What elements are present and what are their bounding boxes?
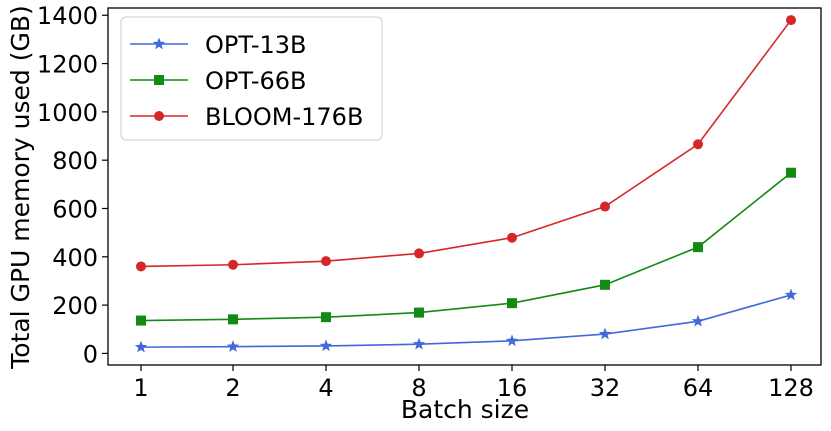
series-line-opt-13b <box>140 294 792 348</box>
plot-marks <box>134 15 798 353</box>
legend-marker-opt-13b <box>152 37 166 50</box>
x-tick-label: 32 <box>590 374 621 402</box>
data-point-opt-13b <box>784 288 798 301</box>
x-tick-label: 128 <box>768 374 814 402</box>
data-point-opt-66b <box>693 242 703 253</box>
legend-label-opt-13b: OPT-13B <box>205 31 306 59</box>
data-point-opt-13b <box>319 339 333 352</box>
y-tick-label: 600 <box>52 195 98 223</box>
data-point-bloom-176b <box>507 232 517 243</box>
series-line-bloom-176b <box>140 19 792 268</box>
series-bloom-176b <box>136 15 796 272</box>
data-point-opt-66b <box>136 315 146 326</box>
data-point-opt-13b <box>412 337 426 350</box>
data-point-opt-66b <box>786 167 796 178</box>
data-point-opt-66b <box>600 279 610 290</box>
series-opt-13b <box>134 288 798 353</box>
y-tick-label: 1000 <box>37 99 98 127</box>
x-tick-label: 8 <box>411 374 426 402</box>
data-point-opt-66b <box>507 298 517 309</box>
y-tick-label: 1200 <box>37 51 98 79</box>
legend-box <box>120 16 383 141</box>
legend: OPT-13B OPT-66B BLOOM-176B <box>120 16 383 141</box>
y-tick-label: 800 <box>52 147 98 175</box>
data-point-bloom-176b <box>414 248 424 259</box>
legend-marker-bloom-176b <box>154 111 164 121</box>
data-point-opt-66b <box>228 314 238 325</box>
data-point-opt-66b <box>321 312 331 323</box>
data-point-opt-13b <box>691 314 705 327</box>
series-line-opt-66b <box>140 172 792 322</box>
data-point-opt-66b <box>414 307 424 318</box>
y-tick-label: 1400 <box>37 2 98 30</box>
x-tick-label: 64 <box>683 374 714 402</box>
x-tick-label: 1 <box>133 374 148 402</box>
y-tick-label: 200 <box>52 292 98 320</box>
x-tick-label: 16 <box>497 374 528 402</box>
x-tick-label: 4 <box>318 374 333 402</box>
data-point-opt-13b <box>134 340 148 353</box>
data-point-bloom-176b <box>228 259 238 270</box>
y-tick-label: 400 <box>52 244 98 272</box>
plot-frame <box>107 7 822 366</box>
legend-label-bloom-176b: BLOOM-176B <box>205 103 363 131</box>
legend-label-opt-66b: OPT-66B <box>205 67 306 95</box>
x-axis-label: Batch size <box>401 395 529 424</box>
series-opt-66b <box>136 167 796 326</box>
data-point-opt-13b <box>505 334 519 347</box>
y-tick-label: 0 <box>83 340 98 368</box>
y-axis-label: Total GPU memory used (GB) <box>6 5 35 370</box>
x-axis-ticks: 1 2 4 8 16 32 64 128 <box>133 365 814 402</box>
data-point-bloom-176b <box>693 139 703 150</box>
data-point-bloom-176b <box>786 15 796 26</box>
y-axis-ticks: 0 200 400 600 800 1000 1200 1400 <box>37 2 108 368</box>
legend-marker-opt-66b <box>154 75 164 85</box>
x-tick-label: 2 <box>225 374 240 402</box>
data-point-opt-13b <box>598 327 612 340</box>
data-point-bloom-176b <box>600 201 610 212</box>
data-point-bloom-176b <box>136 261 146 272</box>
data-point-opt-13b <box>226 340 240 352</box>
data-point-bloom-176b <box>321 256 331 267</box>
